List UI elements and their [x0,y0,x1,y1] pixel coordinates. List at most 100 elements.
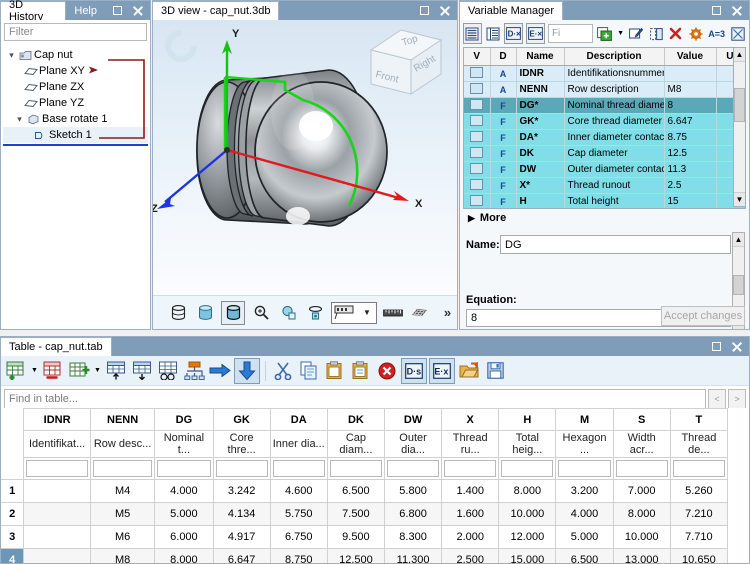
add-column-icon[interactable] [67,359,91,383]
filter-cell[interactable] [669,457,729,480]
view3d-body[interactable]: Y X Z Top Front Right [153,20,457,329]
cell-x[interactable]: 1.400 [441,479,500,503]
cell-m[interactable]: 3.200 [555,479,614,503]
scroll-up-icon[interactable]: ▲ [734,48,745,62]
copy-icon[interactable] [297,359,321,383]
delete-variable-icon[interactable] [667,24,684,43]
cell-dk[interactable]: 9.500 [326,525,385,549]
cell-t[interactable]: 5.260 [669,479,729,503]
cell-nenn[interactable]: M4 [89,479,156,503]
cell-dw[interactable]: 5.800 [383,479,443,503]
cell-dg-active[interactable]: 8.000 [154,548,214,563]
add-variable-icon[interactable] [596,24,613,43]
view-cube[interactable]: Top Front Right [363,24,449,102]
cell-nenn[interactable]: M6 [89,525,156,549]
open-icon[interactable] [457,359,481,383]
variable-row[interactable]: F DK Cap diameter 12.5 [464,145,745,162]
filter-cell[interactable] [555,457,614,480]
close-icon[interactable] [731,341,742,352]
zoom-icon[interactable] [250,302,272,324]
variable-value[interactable]: 15 [664,193,717,208]
cell-dg[interactable]: 5.000 [154,502,214,526]
close-icon[interactable] [132,5,143,16]
accept-changes-button[interactable]: Accept changes [661,306,745,326]
variable-value[interactable]: 8 [664,97,717,114]
cell-gk[interactable]: 4.134 [212,502,271,526]
expander-icon[interactable]: ▾ [9,49,14,60]
col-header-s[interactable]: S [612,408,671,431]
expander-icon[interactable]: ▾ [17,113,22,124]
perspective-icon[interactable] [304,302,326,324]
filter-cell[interactable] [89,457,156,480]
close-icon[interactable] [439,5,450,16]
col-v[interactable]: V [464,48,491,66]
cell-nenn[interactable]: M8 [89,548,156,563]
visibility-checkbox[interactable] [464,97,491,114]
detail-view-icon[interactable] [485,24,502,43]
row-number-selected[interactable]: 4 [1,548,25,563]
shaded-edges-icon[interactable] [221,300,245,325]
move-row-up-icon[interactable] [104,359,128,383]
visibility-checkbox[interactable] [464,161,491,178]
visibility-checkbox[interactable] [464,65,491,82]
maximize-icon[interactable] [419,5,430,16]
filter-cell[interactable] [383,457,443,480]
take-over-icon[interactable] [234,357,260,384]
filter-cell[interactable] [326,457,385,480]
cell-t[interactable]: 7.710 [669,525,729,549]
cell-h[interactable]: 10.000 [498,502,557,526]
equation-scrollbar[interactable]: ▲ ▼ [732,232,745,330]
variable-value[interactable] [664,65,717,82]
variable-value[interactable]: 6.647 [664,113,717,130]
add-column-dropdown[interactable]: ▼ [94,367,101,374]
cell-t[interactable]: 7.210 [669,502,729,526]
formula-filter-input[interactable]: Fi [547,24,594,43]
filter-cell[interactable] [612,457,671,480]
variable-value[interactable]: M8 [664,81,717,98]
cut-icon[interactable] [271,359,295,383]
tree-item-plane-xy[interactable]: Plane XY [1,63,150,79]
scroll-down-icon[interactable]: ▼ [734,192,745,206]
cell-da[interactable]: 6.750 [269,525,328,549]
annotation-select[interactable]: ▼ [331,301,377,324]
variable-grid[interactable]: V D Name Description Value Unit A IDNR [463,47,746,209]
cell-idnr[interactable] [23,525,91,549]
table-row-selected[interactable]: 4 M8 8.000 6.647 8.750 12.500 11.300 2.5… [1,548,729,563]
maximize-icon[interactable] [711,5,722,16]
col-description[interactable]: Description [564,48,665,66]
col-header-idnr[interactable]: IDNR [23,408,91,431]
cell-x[interactable]: 2.500 [441,548,500,563]
table-row[interactable]: 2 M5 5.000 4.134 5.750 7.500 6.800 1.600… [1,502,729,526]
cell-gk[interactable]: 6.647 [212,548,271,563]
delete-icon[interactable] [375,359,399,383]
cell-h[interactable]: 8.000 [498,479,557,503]
variable-row[interactable]: F GK* Core thread diameter 6.647 [464,113,745,130]
visibility-checkbox[interactable] [464,177,491,194]
add-row-icon[interactable] [4,359,28,383]
cell-dw[interactable]: 11.300 [383,548,443,563]
cell-dk[interactable]: 12.500 [326,548,385,563]
cell-x[interactable]: 1.600 [441,502,500,526]
tab-help[interactable]: Help [66,1,105,20]
find-input[interactable]: Find in table... [4,388,706,409]
tree-item-base-rotate[interactable]: ▾ Base rotate 1 [1,111,150,127]
add-variable-dropdown[interactable]: ▼ [617,30,625,37]
cell-dk[interactable]: 6.500 [326,479,385,503]
col-d[interactable]: D [490,48,517,66]
cell-m[interactable]: 6.500 [555,548,614,563]
tab-3d-history[interactable]: 3D History [1,0,67,23]
row-number[interactable]: 3 [1,525,25,549]
filter-cell[interactable] [269,457,328,480]
recalculate-icon[interactable] [729,24,746,43]
table-row[interactable]: 1 M4 4.000 3.242 4.600 6.500 5.800 1.400… [1,479,729,503]
cell-s[interactable]: 13.000 [612,548,671,563]
close-icon[interactable] [731,5,742,16]
col-header-dg[interactable]: DG [154,408,214,431]
cap-nut-model[interactable] [153,20,457,300]
import-dat-icon[interactable]: D·s [401,357,427,384]
filter-cell[interactable] [23,457,91,480]
tab-variable-manager[interactable]: Variable Manager [460,1,564,20]
variable-row[interactable]: A IDNR Identifikationsnummer [464,65,745,82]
cell-nenn[interactable]: M5 [89,502,156,526]
export-excel-icon[interactable]: E·x [429,357,455,384]
